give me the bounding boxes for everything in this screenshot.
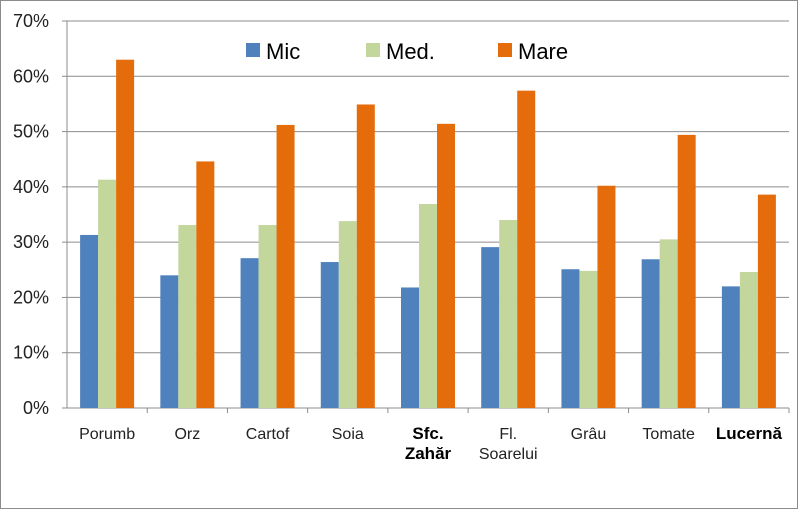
bar-mic [320,262,339,408]
x-category-label: Sfc. [412,424,443,443]
y-tick-label: 20% [13,287,49,307]
x-category-label: Soia [332,426,364,443]
bar-mic [80,234,99,408]
y-tick-label: 10% [13,343,49,363]
bar-mare [757,194,776,408]
bar-mare [597,185,616,408]
x-category-label: Grâu [571,426,607,443]
x-category-label: Zahăr [405,444,452,463]
legend-label: Mic [266,39,300,64]
y-tick-label: 50% [13,122,49,142]
y-tick-label: 40% [13,177,49,197]
bar-med [258,225,277,408]
bar-med [499,220,518,408]
bar-mare [437,123,455,409]
bar-med [579,270,598,408]
legend-label: Med. [386,39,435,64]
bar-mic [641,259,660,408]
legend-swatch [246,43,260,57]
x-category-label: Soarelui [479,446,538,463]
y-tick-label: 60% [13,66,49,86]
legend-swatch [366,43,380,57]
bar-med [659,239,678,408]
bar-mic [481,247,500,408]
y-tick-label: 30% [13,232,49,252]
bar-mare [196,161,215,408]
x-category-label: Lucernă [716,424,783,443]
x-category-label: Fl. [499,426,517,443]
bar-mic [561,269,580,408]
x-category-label: Porumb [79,426,135,443]
bar-med [338,221,357,408]
bar-mare [677,134,696,409]
bar-mare [116,59,135,408]
legend-label: Mare [518,39,568,64]
x-category-label: Orz [174,426,200,443]
bar-mare [517,90,536,408]
bar-mic [401,287,419,408]
bar-mare [276,124,295,409]
y-tick-label: 70% [13,11,49,31]
bar-med [98,179,117,408]
x-category-label: Cartof [246,426,290,443]
bar-mic [240,258,259,408]
bar-mic [721,286,740,408]
bar-mare [356,104,375,408]
bar-med [739,271,758,408]
bar-med [419,203,437,408]
bar-med [178,225,197,408]
bar-mic [160,275,179,408]
x-category-label: Tomate [642,426,695,443]
legend-swatch [498,43,512,57]
y-tick-label: 0% [23,398,49,418]
